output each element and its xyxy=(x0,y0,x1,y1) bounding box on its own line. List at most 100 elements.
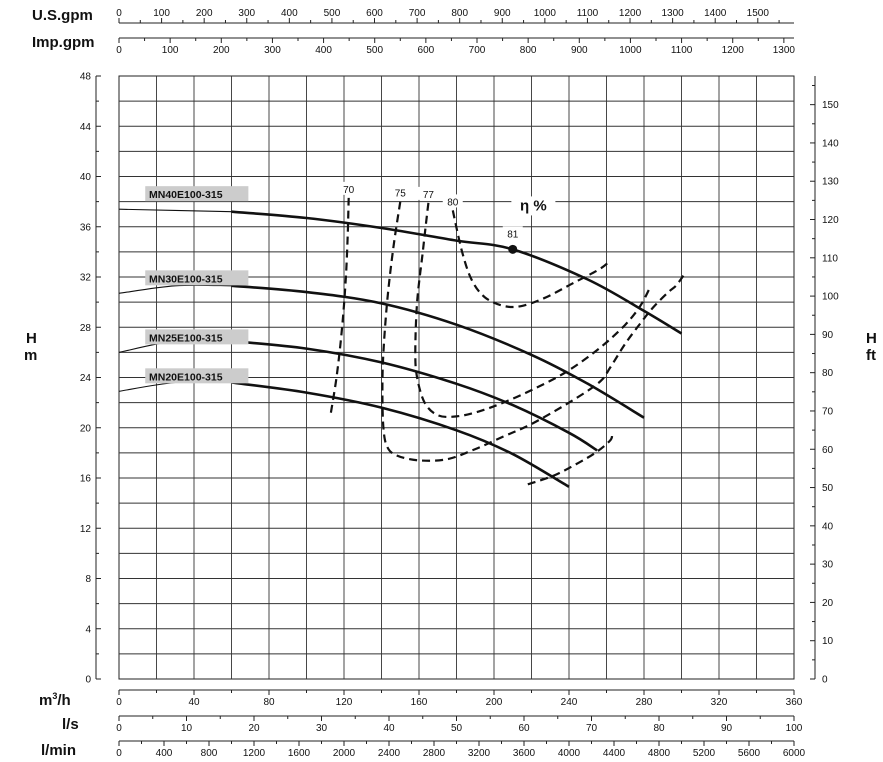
usgpm-axis-tick-label: 1500 xyxy=(747,8,770,19)
usgpm-axis-tick-label: 200 xyxy=(196,8,213,19)
y-ft-tick-label: 20 xyxy=(822,598,834,609)
ls-axis-tick-label: 90 xyxy=(721,723,733,734)
ls-axis-tick-label: 100 xyxy=(786,723,803,734)
efficiency-label-background xyxy=(390,185,411,199)
ls-unit-label: l/s xyxy=(62,716,79,733)
usgpm-axis-tick-label: 100 xyxy=(153,8,170,19)
y-m-tick-label: 40 xyxy=(80,172,92,183)
m3h-axis-tick-label: 120 xyxy=(336,697,353,708)
impgpm-axis-tick-label: 200 xyxy=(213,45,230,56)
y-ft-tick-label: 130 xyxy=(822,177,839,188)
lmin-axis-tick-label: 2000 xyxy=(333,748,356,759)
pump-curve xyxy=(231,284,645,419)
ls-axis-tick-label: 10 xyxy=(181,723,193,734)
eta-percent-label: η % xyxy=(520,197,547,214)
efficiency-curve xyxy=(329,197,350,413)
m3h-axis-tick-label: 280 xyxy=(636,697,653,708)
efficiency-label-background xyxy=(442,194,463,208)
y-m-tick-label: 20 xyxy=(80,423,92,434)
lmin-axis-tick-label: 800 xyxy=(201,748,218,759)
y-ft-tick-label: 40 xyxy=(822,521,834,532)
efficiency-label-background xyxy=(418,186,439,200)
bep-dot xyxy=(508,244,518,254)
ls-axis-tick-label: 60 xyxy=(518,723,530,734)
pump-curves: MN40E100-315 MN30E100-315 MN25E100-315 MN20… xyxy=(118,186,683,488)
lmin-axis-tick-label: 5600 xyxy=(738,748,761,759)
lmin-axis-tick-label: 4400 xyxy=(603,748,626,759)
lmin-axis-tick-label: 1600 xyxy=(288,748,311,759)
ls-axis-tick-label: 0 xyxy=(116,723,122,734)
usgpm-axis-tick-label: 1400 xyxy=(704,8,727,19)
usgpm-unit-label: U.S.gpm xyxy=(32,7,93,24)
y-m-tick-label: 28 xyxy=(80,323,92,334)
efficiency-curve-label: 77 xyxy=(423,190,435,201)
efficiency-curve-label: 75 xyxy=(395,189,407,200)
efficiency-curve-label: 70 xyxy=(343,185,355,196)
m3h-axis-tick-label: 240 xyxy=(561,697,578,708)
axes: 0481216202428323640444801020304050607080… xyxy=(80,8,839,759)
m3h-axis-tick-label: 360 xyxy=(786,697,803,708)
usgpm-axis-tick-label: 900 xyxy=(494,8,511,19)
usgpm-axis-tick-label: 500 xyxy=(324,8,341,19)
y-m-tick-label: 48 xyxy=(80,72,92,83)
pump-curve-thin-section xyxy=(118,284,232,294)
pump-curve xyxy=(231,210,683,335)
bep-label-background xyxy=(502,226,523,240)
usgpm-axis-tick-label: 1200 xyxy=(619,8,642,19)
impgpm-axis-tick-label: 0 xyxy=(116,45,122,56)
lmin-axis-tick-label: 4800 xyxy=(648,748,671,759)
usgpm-axis-tick-label: 1300 xyxy=(661,8,684,19)
y-m-tick-label: 12 xyxy=(80,524,92,535)
pump-curve xyxy=(231,381,570,488)
y-m-tick-label: 16 xyxy=(80,474,92,485)
eta-label-background xyxy=(511,196,556,216)
ls-axis-tick-label: 30 xyxy=(316,723,328,734)
ls-axis-tick-label: 80 xyxy=(653,723,665,734)
lmin-axis-tick-label: 6000 xyxy=(783,748,806,759)
impgpm-axis-tick-label: 100 xyxy=(162,45,179,56)
model-label-background xyxy=(145,186,249,202)
lmin-axis-tick-label: 4000 xyxy=(558,748,581,759)
impgpm-axis-tick-label: 900 xyxy=(571,45,588,56)
efficiency-label-background xyxy=(338,181,359,195)
y-ft-tick-label: 0 xyxy=(822,675,828,686)
pump-curve xyxy=(231,339,598,452)
impgpm-axis-tick-label: 300 xyxy=(264,45,281,56)
impgpm-axis-tick-label: 1100 xyxy=(671,45,693,56)
efficiency-curve xyxy=(414,202,651,419)
lmin-axis-tick-label: 3600 xyxy=(513,748,536,759)
m3h-axis-tick-label: 320 xyxy=(711,697,728,708)
efficiency-curve xyxy=(527,433,614,486)
y-ft-tick-label: 150 xyxy=(822,100,839,111)
usgpm-axis-tick-label: 300 xyxy=(238,8,255,19)
m3h-axis-tick-label: 40 xyxy=(188,697,200,708)
y-m-tick-label: 4 xyxy=(85,624,91,635)
model-label: MN40E100-315 xyxy=(149,189,223,201)
model-label-background xyxy=(145,270,249,286)
usgpm-axis-tick-label: 400 xyxy=(281,8,298,19)
m3h-unit-label: m3/h xyxy=(39,691,71,709)
m3h-axis-tick-label: 200 xyxy=(486,697,503,708)
y-m-tick-label: 36 xyxy=(80,222,92,233)
y-m-tick-label: 32 xyxy=(80,273,92,284)
y-ft-tick-label: 120 xyxy=(822,215,839,226)
bep-label: 81 xyxy=(507,229,519,240)
y-m-tick-label: 0 xyxy=(85,675,91,686)
y-ft-tick-label: 110 xyxy=(822,253,838,264)
y-m-tick-label: 44 xyxy=(80,122,92,133)
model-label: MN20E100-315 xyxy=(149,371,223,383)
lmin-axis-tick-label: 0 xyxy=(116,748,122,759)
impgpm-axis-tick-label: 700 xyxy=(469,45,486,56)
y-ft-tick-label: 10 xyxy=(822,636,834,647)
impgpm-axis-tick-label: 1200 xyxy=(722,45,745,56)
impgpm-axis-tick-label: 1000 xyxy=(619,45,642,56)
y-ft-tick-label: 90 xyxy=(822,330,834,341)
ls-axis-tick-label: 50 xyxy=(451,723,463,734)
m3h-axis-tick-label: 160 xyxy=(411,697,428,708)
y-ft-tick-label: 70 xyxy=(822,406,834,417)
lmin-axis-tick-label: 1200 xyxy=(243,748,266,759)
lmin-unit-label: l/min xyxy=(41,742,76,759)
lmin-axis-tick-label: 2800 xyxy=(423,748,446,759)
